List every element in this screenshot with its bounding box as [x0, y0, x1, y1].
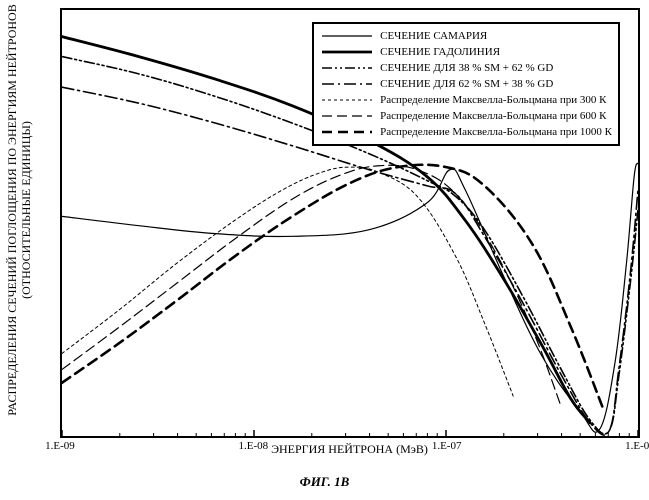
legend-label-mb600: Распределение Максвелла-Больцмана при 60…	[380, 110, 606, 122]
series-mb600	[62, 165, 561, 406]
legend-swatch-mix38	[320, 61, 374, 75]
plot-area: СЕЧЕНИЕ САМАРИЯ СЕЧЕНИЕ ГАДОЛИНИЯ СЕЧЕНИЕ …	[60, 8, 640, 438]
legend-label-sm: СЕЧЕНИЕ САМАРИЯ	[380, 30, 487, 42]
x-axis-label: ЭНЕРГИЯ НЕЙТРОНА (МэВ)	[60, 442, 639, 457]
legend-row-mb600: Распределение Максвелла-Больцмана при 60…	[320, 108, 612, 124]
legend-label-mb1000: Распределение Максвелла-Больцмана при 10…	[380, 126, 612, 138]
y-axis-label-line1: РАСПРЕДЕЛЕНИЯ СЕЧЕНИЙ ПОГЛОЩЕНИЯ ПО ЭНЕР…	[5, 4, 19, 415]
legend-swatch-sm	[320, 29, 374, 43]
figure-root: РАСПРЕДЕЛЕНИЯ СЕЧЕНИЙ ПОГЛОЩЕНИЯ ПО ЭНЕР…	[0, 0, 649, 500]
legend-label-gd: СЕЧЕНИЕ ГАДОЛИНИЯ	[380, 46, 500, 58]
y-axis-label-line2: (ОТНОСИТЕЛЬНЫЕ ЕДИНИЦЫ)	[19, 121, 33, 299]
legend-swatch-mix62	[320, 77, 374, 91]
legend-label-mb300: Распределение Максвелла-Больцмана при 30…	[380, 94, 606, 106]
legend: СЕЧЕНИЕ САМАРИЯ СЕЧЕНИЕ ГАДОЛИНИЯ СЕЧЕНИЕ …	[312, 22, 620, 146]
legend-swatch-mb300	[320, 93, 374, 107]
series-mb300	[62, 167, 513, 396]
legend-row-gd: СЕЧЕНИЕ ГАДОЛИНИЯ	[320, 44, 612, 60]
y-axis-label: РАСПРЕДЕЛЕНИЯ СЕЧЕНИЙ ПОГЛОЩЕНИЯ ПО ЭНЕР…	[6, 0, 34, 420]
figure-caption: ФИГ. 1B	[0, 474, 649, 490]
legend-row-mb300: Распределение Максвелла-Больцмана при 30…	[320, 92, 612, 108]
series-mb1000	[62, 165, 603, 410]
legend-swatch-mb600	[320, 109, 374, 123]
legend-row-mb1000: Распределение Максвелла-Больцмана при 10…	[320, 124, 612, 140]
legend-row-sm: СЕЧЕНИЕ САМАРИЯ	[320, 28, 612, 44]
legend-row-mix38: СЕЧЕНИЕ ДЛЯ 38 % SM + 62 % GD	[320, 60, 612, 76]
legend-swatch-gd	[320, 45, 374, 59]
legend-row-mix62: СЕЧЕНИЕ ДЛЯ 62 % SM + 38 % GD	[320, 76, 612, 92]
legend-label-mix38: СЕЧЕНИЕ ДЛЯ 38 % SM + 62 % GD	[380, 62, 553, 74]
legend-label-mix62: СЕЧЕНИЕ ДЛЯ 62 % SM + 38 % GD	[380, 78, 553, 90]
series-sm	[62, 163, 638, 432]
legend-swatch-mb1000	[320, 125, 374, 139]
